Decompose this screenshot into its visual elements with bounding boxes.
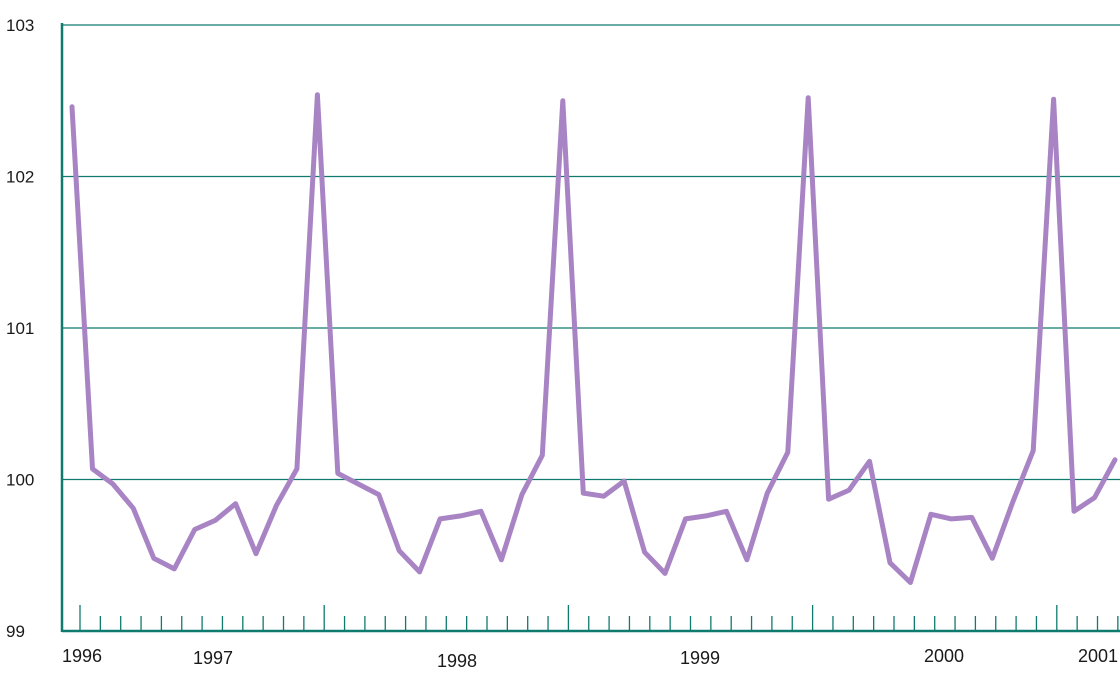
- grid-lines: [62, 24, 1120, 481]
- x-tick-label-2000: 2000: [924, 646, 964, 666]
- x-tick-label-1996: 1996: [62, 646, 102, 666]
- series-line: [69, 92, 1118, 585]
- x-tick-label-1997: 1997: [193, 648, 233, 668]
- series-layer: [69, 92, 1118, 585]
- x-axis-ticks: [79, 605, 1119, 631]
- x-tick-label-1999: 1999: [680, 648, 720, 668]
- y-tick-label-103: 103: [6, 16, 34, 35]
- y-tick-label-100: 100: [6, 471, 34, 490]
- y-tick-label-102: 102: [6, 168, 34, 187]
- axes: [60, 23, 1120, 633]
- tick-labels: 99 100 101 102 103 1996 1997 1998 1999 2000 2001: [6, 16, 1118, 671]
- x-tick-label-2001: 2001: [1078, 646, 1118, 666]
- y-tick-label-101: 101: [6, 319, 34, 338]
- x-tick-label-1998: 1998: [437, 651, 477, 669]
- y-tick-label-99: 99: [6, 622, 25, 641]
